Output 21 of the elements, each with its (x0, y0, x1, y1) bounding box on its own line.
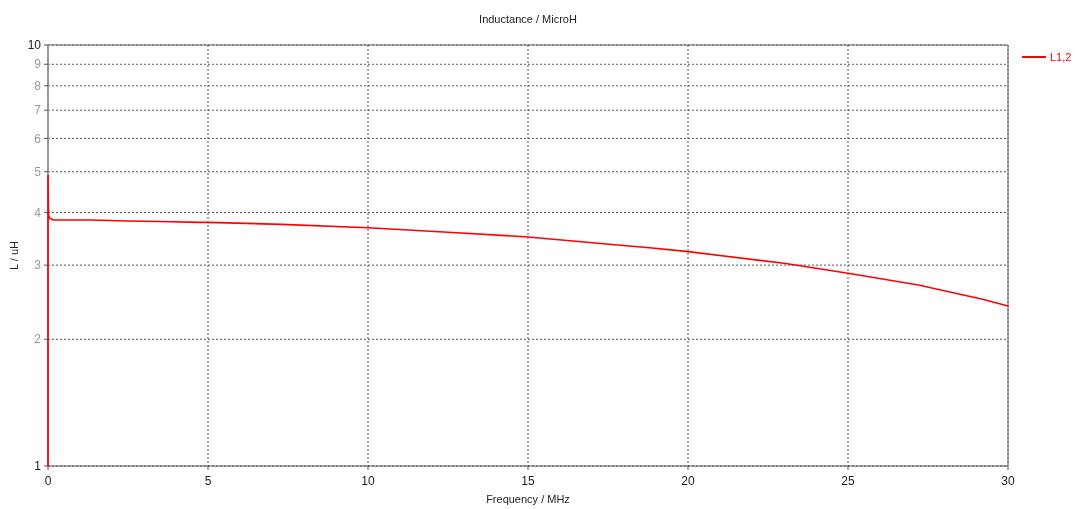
x-tick-label: 30 (1001, 474, 1015, 488)
y-tick-label: 3 (34, 258, 42, 273)
x-tick-label: 10 (361, 474, 375, 488)
x-axis-title: Frequency / MHz (486, 493, 570, 505)
y-tick-label: 6 (34, 131, 42, 146)
y-tick-label: 5 (34, 164, 42, 179)
y-tick-label: 2 (34, 332, 42, 347)
y-tick-label: 8 (34, 79, 42, 93)
x-tick-label: 15 (521, 474, 535, 488)
chart-title: Inductance / MicroH (479, 13, 577, 25)
y-tick-label: 10 (27, 38, 42, 53)
y-tick-label: 1 (34, 459, 42, 474)
y-tick-label: 9 (34, 57, 42, 72)
x-tick-label: 0 (44, 474, 52, 488)
x-tick-label: 5 (204, 474, 212, 488)
x-tick-label: 25 (841, 474, 855, 488)
x-tick-label: 20 (681, 474, 695, 488)
y-tick-label: 4 (34, 205, 42, 220)
y-axis-title: L / uH (8, 240, 20, 270)
legend-label: L1,2 (1050, 50, 1072, 63)
y-tick-label: 7 (34, 103, 42, 118)
